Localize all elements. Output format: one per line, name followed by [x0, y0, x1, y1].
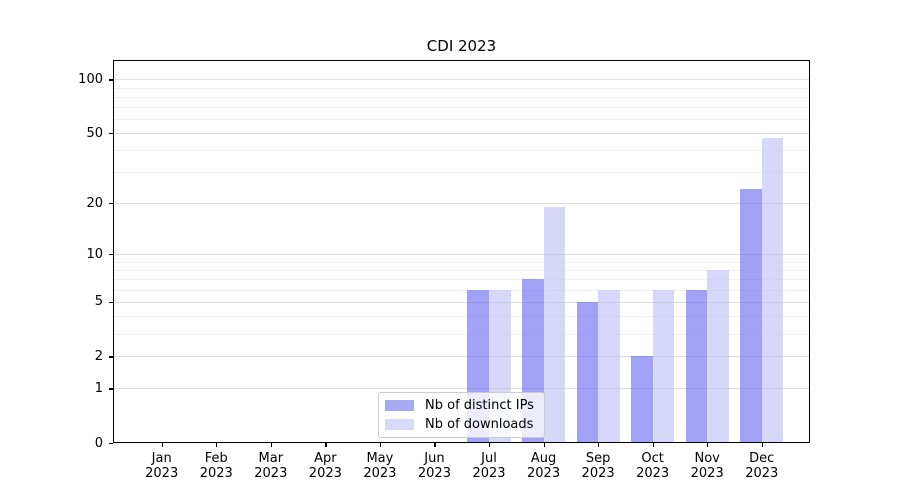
- x-tick-mark: [652, 443, 654, 447]
- x-tick-label: Jun 2023: [417, 451, 451, 481]
- y-tick-mark: [109, 356, 113, 358]
- x-tick-mark: [598, 443, 600, 447]
- gridline-major: [113, 388, 810, 390]
- gridline-minor: [113, 261, 810, 263]
- x-tick-label: Dec 2023: [745, 451, 779, 481]
- y-tick-mark: [109, 133, 113, 135]
- y-tick-label: 0: [94, 435, 103, 451]
- x-tick-mark: [761, 443, 763, 447]
- gridline-minor: [113, 107, 810, 109]
- bar-downloads-aug: [543, 206, 566, 443]
- bar-downloads-nov: [707, 269, 729, 443]
- x-tick-label: Mar 2023: [254, 451, 288, 481]
- bar-ips-dec: [740, 189, 762, 443]
- gridline-major: [113, 356, 810, 358]
- x-tick-label: Feb 2023: [199, 451, 233, 481]
- legend-row-downloads: Nb of downloads: [385, 417, 534, 432]
- y-tick-mark: [109, 79, 113, 81]
- gridline-minor: [113, 316, 810, 318]
- x-tick-label: Aug 2023: [527, 451, 561, 481]
- bar-downloads-oct: [652, 289, 675, 443]
- gridline-minor: [113, 333, 810, 335]
- gridline-minor: [113, 279, 810, 281]
- gridline-minor: [113, 119, 810, 121]
- chart-title: CDI 2023: [426, 37, 497, 55]
- x-tick-mark: [707, 443, 709, 447]
- plot-area: [113, 60, 810, 443]
- x-tick-label: Sep 2023: [581, 451, 615, 481]
- x-tick-mark: [161, 443, 163, 447]
- bar-ips-oct: [631, 356, 653, 443]
- bar-downloads-dec: [761, 137, 784, 443]
- x-tick-label: Apr 2023: [308, 451, 342, 481]
- x-tick-mark: [543, 443, 545, 447]
- gridline-minor: [113, 269, 810, 271]
- gridline-major: [113, 203, 810, 205]
- y-tick-label: 1: [94, 380, 103, 396]
- bar-downloads-sep: [598, 289, 620, 443]
- y-tick-label: 10: [86, 246, 103, 262]
- y-tick-mark: [109, 254, 113, 256]
- legend-label-ips: Nb of distinct IPs: [425, 398, 534, 413]
- x-tick-label: Oct 2023: [636, 451, 670, 481]
- x-tick-mark: [216, 443, 218, 447]
- gridline-major: [113, 133, 810, 135]
- gridline-minor: [113, 150, 810, 152]
- bar-ips-sep: [576, 301, 599, 443]
- y-tick-mark: [109, 443, 113, 445]
- gridline-major: [113, 79, 810, 81]
- x-tick-label: May 2023: [363, 451, 397, 481]
- legend-label-downloads: Nb of downloads: [425, 417, 534, 432]
- x-tick-mark: [379, 443, 382, 447]
- bar-ips-nov: [685, 289, 708, 443]
- y-tick-label: 50: [86, 125, 103, 141]
- x-tick-label: Jan 2023: [145, 451, 179, 481]
- gridline-minor: [113, 96, 810, 98]
- y-tick-label: 5: [94, 294, 103, 310]
- x-tick-mark: [434, 443, 436, 447]
- y-tick-mark: [109, 388, 113, 390]
- y-tick-mark: [109, 301, 113, 303]
- legend-swatch-ips: [385, 400, 414, 411]
- gridline-major: [113, 254, 810, 256]
- legend: Nb of distinct IPs Nb of downloads: [378, 392, 545, 438]
- gridline-minor: [113, 87, 810, 89]
- gridline-minor: [113, 289, 810, 291]
- x-tick-mark: [270, 443, 272, 447]
- legend-row-ips: Nb of distinct IPs: [385, 398, 534, 413]
- y-tick-label: 100: [78, 71, 103, 87]
- legend-swatch-downloads: [385, 419, 414, 430]
- gridline-minor: [113, 172, 810, 174]
- gridline-major: [113, 301, 810, 303]
- y-tick-label: 2: [94, 348, 103, 364]
- x-tick-label: Nov 2023: [690, 451, 724, 481]
- x-tick-mark: [489, 443, 491, 447]
- y-tick-label: 20: [86, 195, 103, 211]
- x-tick-label: Jul 2023: [472, 451, 506, 481]
- x-tick-mark: [325, 443, 327, 447]
- y-tick-mark: [109, 203, 113, 205]
